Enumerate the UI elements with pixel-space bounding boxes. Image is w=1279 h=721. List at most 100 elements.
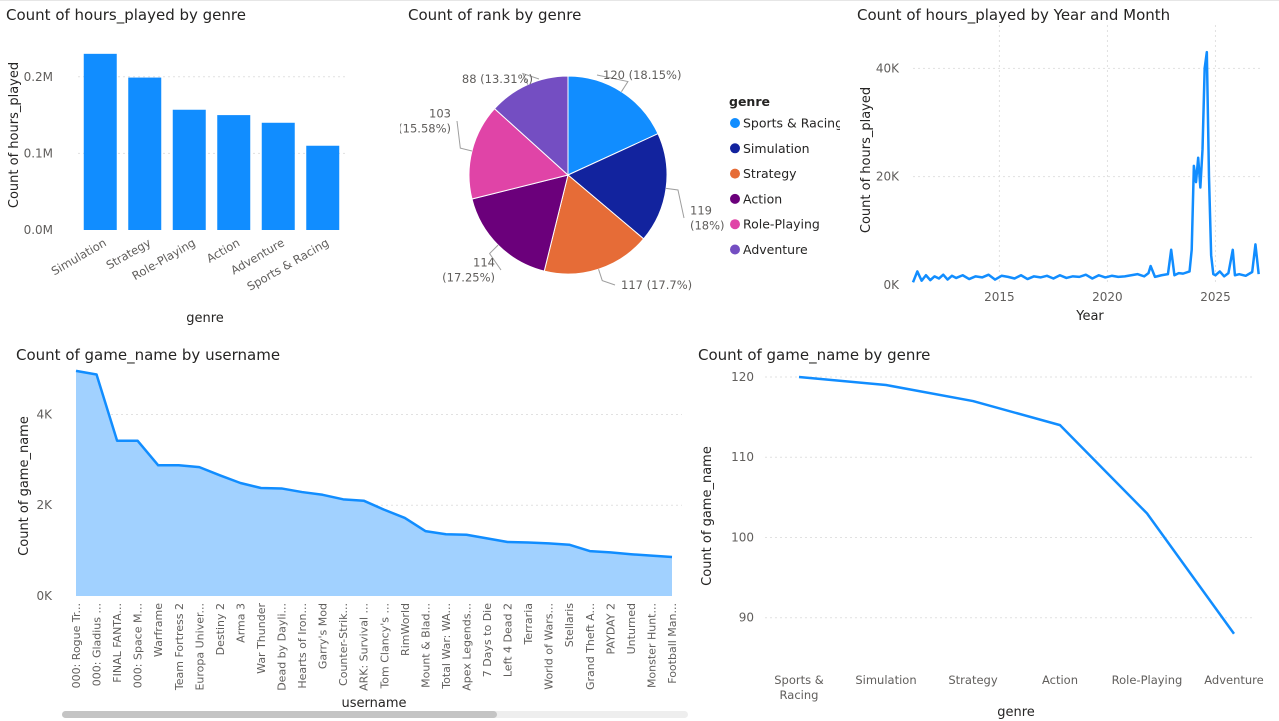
area-x-tick-label: Dead by Dayli... — [276, 603, 289, 691]
area-x-axis-title: username — [342, 696, 407, 711]
bar-action — [217, 115, 251, 230]
pie-legend-label-strategy: Strategy — [743, 166, 797, 181]
area-x-tick-label: Arma 3 — [234, 603, 247, 643]
area-x-tick-label: Apex Legends... — [460, 603, 473, 691]
area-x-tick-label: Total War: WA... — [440, 603, 453, 690]
bar-x-tick-label: Simulation — [49, 235, 109, 278]
pie-data-label-action: 114 — [473, 256, 495, 270]
area-x-tick-label: Monster Hunt... — [645, 603, 658, 688]
month-x-tick-label: 2015 — [984, 290, 1015, 304]
pie-leader-line — [596, 74, 629, 92]
pie-data-label-role-playing: 103 — [429, 107, 451, 121]
month-x-axis-title: Year — [1075, 309, 1104, 324]
bar-chart-hours-by-genre: 0.0M0.1M0.2MSimulationStrategyRole-Playi… — [7, 53, 345, 326]
genre-y-tick-label: 110 — [731, 450, 754, 464]
bar-x-tick-label: Sports & Racing — [245, 235, 332, 293]
genre-x-tick-label: Role-Playing — [1112, 673, 1183, 687]
panel-games-by-username[interactable]: Count of game_name by username 0K 2K 4K 000… — [0, 340, 695, 721]
pie-data-label-adventure: 88 (13.31%) — [462, 72, 533, 86]
pie-slice-simulation — [567, 133, 668, 240]
pie-data-label-simulation: 119 — [690, 204, 712, 218]
area-x-tick-label: RimWorld — [399, 603, 412, 656]
chart-title-hours-by-genre: Count of hours_played by genre — [6, 6, 246, 24]
panel-games-by-genre[interactable]: Count of game_name by genre 90 100 110 120 S… — [695, 340, 1279, 721]
area-x-tick-label: ARK: Survival ... — [358, 603, 371, 691]
panel-rank-by-genre[interactable]: Count of rank by genre 120 (18.15%) 119 (1… — [400, 0, 840, 335]
pie-data-label-role-playing: (15.58%) — [400, 122, 451, 136]
area-x-tick-label: Unturned — [625, 603, 638, 654]
line-chart-hours-by-month: 0K 20K 40K 2015 2020 2025 Year Count of hours_p… — [859, 25, 1263, 324]
horizontal-scrollbar-thumb[interactable] — [62, 711, 497, 718]
area-x-tick-label: Destiny 2 — [214, 603, 227, 655]
area-x-tick-label: Garry's Mod — [317, 603, 330, 669]
chart-title-hours-by-month: Count of hours_played by Year and Month — [857, 6, 1171, 24]
area-x-tick-label: Football Man... — [666, 603, 679, 684]
chart-title-rank-by-genre: Count of rank by genre — [408, 6, 582, 24]
genre-x-tick-label: Adventure — [1204, 673, 1263, 687]
area-series-line — [75, 369, 673, 559]
area-x-tick-label: FINAL FANTA... — [111, 603, 124, 683]
panel-hours-by-genre[interactable]: Count of hours_played by genre 0.0M 0.1M 0… — [0, 0, 380, 335]
area-x-tick-label: PAYDAY 2 — [604, 603, 617, 654]
area-fill — [76, 370, 672, 596]
pie-slice-action — [471, 174, 569, 272]
bar-sports-racing — [306, 145, 340, 230]
panel-hours-by-month[interactable]: Count of hours_played by Year and Month … — [850, 0, 1279, 335]
month-x-tick-label: 2025 — [1200, 290, 1231, 304]
genre-series-line — [798, 375, 1236, 635]
bar-role-playing — [172, 109, 206, 230]
pie-slice-role-playing — [468, 107, 570, 200]
chart-title-games-by-username: Count of game_name by username — [16, 346, 281, 364]
area-x-tick-label: 000: Rogue Tr... — [70, 603, 83, 688]
area-x-tick-label: Mount & Blad... — [419, 603, 432, 688]
pie-legend-label-adventure: Adventure — [743, 242, 808, 257]
genre-y-tick-label: 100 — [731, 530, 754, 544]
area-x-tick-label: Terraria — [522, 603, 535, 646]
area-y-axis-title: Count of game_name — [17, 416, 32, 556]
area-x-tick-label: Hearts of Iron... — [296, 603, 309, 689]
area-y-tick-label: 0K — [36, 589, 53, 603]
pie-data-label-strategy: 117 (17.7%) — [621, 278, 692, 292]
pie-data-label-action: (17.25%) — [442, 271, 495, 285]
pie-legend-label-action: Action — [743, 191, 782, 206]
pie-legend-label-sports-racing: Sports & Racing — [743, 116, 840, 131]
pie-legend-label-simulation: Simulation — [743, 141, 810, 156]
pie-legend-label-role-playing: Role-Playing — [743, 217, 820, 232]
chart-title-games-by-genre: Count of game_name by genre — [698, 346, 931, 364]
area-x-tick-label: Stellaris — [563, 603, 576, 647]
pie-legend-marker-action — [730, 193, 740, 204]
month-y-tick-label: 40K — [876, 61, 900, 75]
pie-leader-line — [488, 244, 502, 271]
bar-y-axis-title: Count of hours_played — [7, 62, 22, 208]
bar-simulation — [83, 53, 117, 230]
area-x-tick-label: Left 4 Dead 2 — [502, 603, 515, 677]
bar-x-axis-title: genre — [186, 311, 224, 326]
area-x-tick-label: War Thunder — [255, 603, 268, 674]
genre-x-tick-label: Racing — [780, 688, 819, 702]
pie-leader-line — [456, 120, 473, 152]
pie-slice-adventure — [493, 75, 569, 177]
horizontal-scrollbar-track[interactable] — [62, 711, 688, 718]
pie-legend-marker-adventure — [730, 244, 740, 255]
area-x-tick-label: Counter-Strik... — [337, 603, 350, 686]
pie-legend-marker-sports-racing — [730, 118, 740, 128]
pie-leader-line — [666, 187, 685, 219]
genre-x-tick-label: Action — [1042, 673, 1078, 687]
pie-legend-marker-strategy — [730, 168, 740, 179]
area-x-tick-label: World of Wars... — [543, 603, 556, 690]
pie-chart-rank-by-genre: 120 (18.15%) 119(18%) 117 (17.7%) 114(17.25… — [400, 68, 840, 292]
bar-strategy — [128, 77, 162, 231]
genre-y-axis-title: Count of game_name — [700, 446, 715, 586]
area-chart-games-by-username: 0K 2K 4K 000: Rogue Tr... 000: Gladius ... FI… — [17, 369, 682, 711]
pie-data-label-sports-racing: 120 (18.15%) — [603, 68, 681, 82]
pie-slice-sports-racing — [567, 75, 659, 176]
line-chart-games-by-genre: 90 100 110 120 Sports &Racing Simulation Strat… — [700, 370, 1264, 720]
area-y-tick-label: 2K — [36, 498, 53, 512]
pie-legend-marker-simulation — [730, 143, 740, 154]
area-y-tick-label: 4K — [36, 407, 53, 421]
area-x-tick-label: Grand Theft A... — [584, 603, 597, 690]
month-series-line — [911, 50, 1260, 283]
pie-leader-line — [598, 269, 616, 286]
area-x-tick-label: Team Fortress 2 — [173, 603, 186, 691]
bar-y-tick-label: 0.2M — [24, 70, 53, 84]
